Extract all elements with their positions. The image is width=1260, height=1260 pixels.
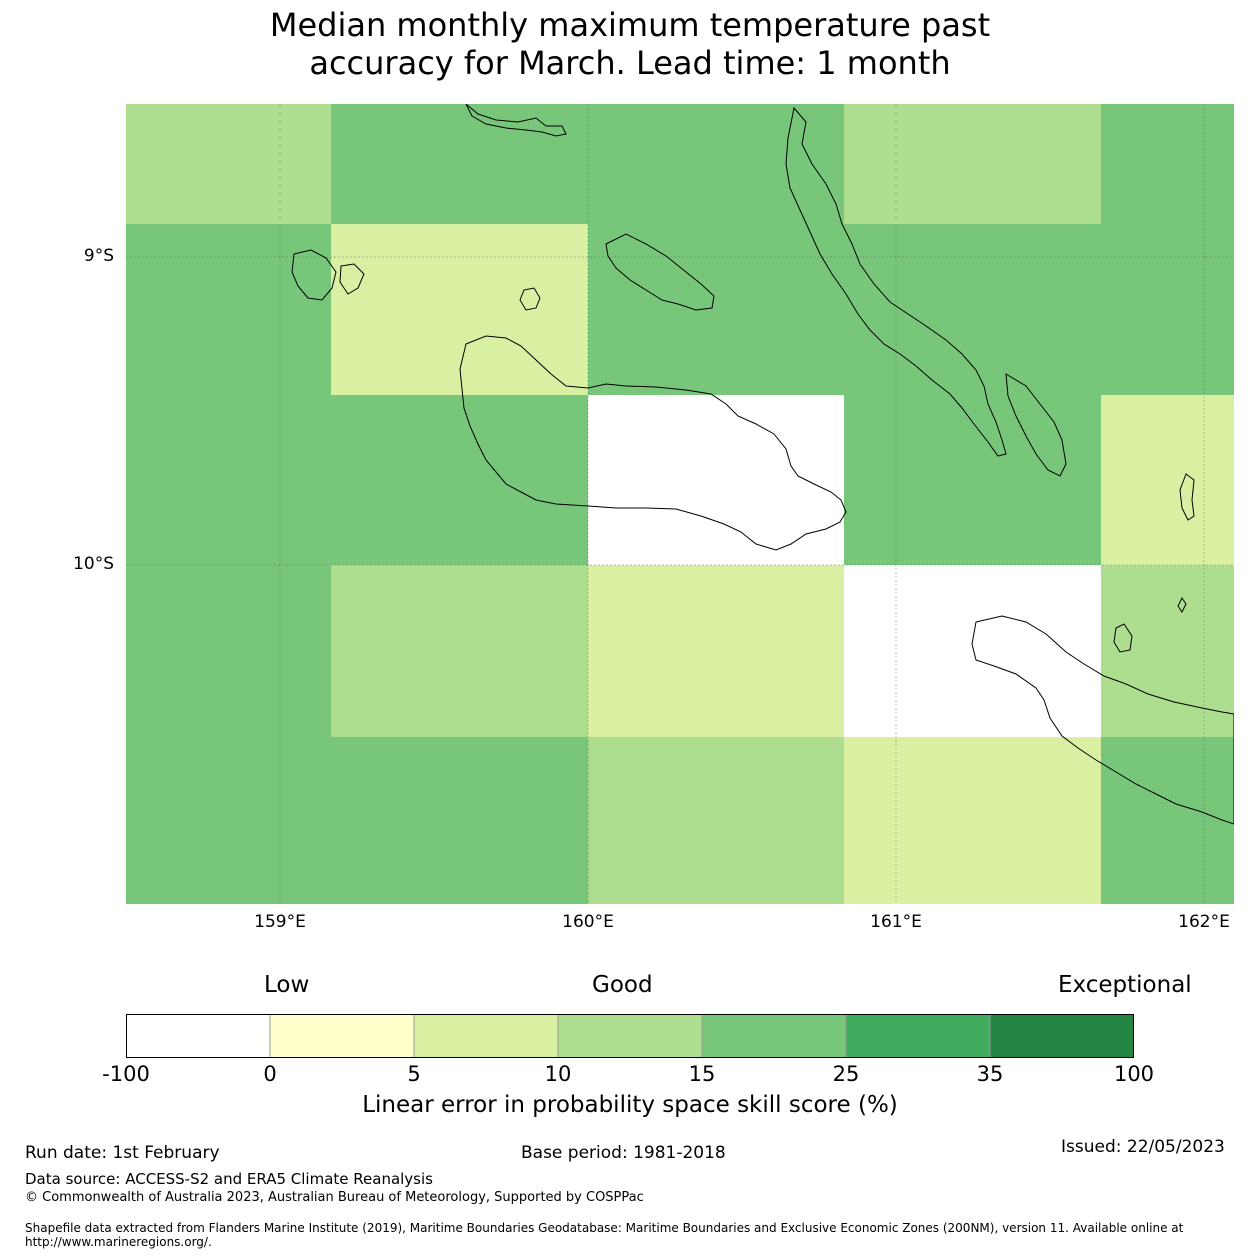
cell [126, 104, 331, 224]
cell [844, 737, 1101, 904]
lat-label-10s: 10°S [73, 554, 114, 574]
colorbar-tick: -100 [102, 1062, 150, 1086]
colorbar [126, 1014, 1134, 1058]
shapefile-credit: Shapefile data extracted from Flanders M… [25, 1221, 1184, 1249]
coastlines [291, 104, 1234, 825]
island-savo [519, 287, 541, 311]
cell [331, 737, 588, 904]
cell [588, 565, 844, 737]
issued-date: Issued: 22/05/2023 [1061, 1137, 1225, 1157]
graticule [126, 104, 1234, 904]
cell [1101, 104, 1234, 224]
island-florida [605, 233, 715, 311]
cell [126, 737, 331, 904]
lon-label-159e: 159°E [254, 912, 306, 932]
title-line-1: Median monthly maximum temperature past [269, 6, 991, 44]
cell [1101, 395, 1234, 565]
colorbar-tick: 0 [263, 1062, 277, 1086]
cell [331, 224, 588, 395]
colorbar-swatch-6 [989, 1014, 1134, 1058]
cell [1101, 565, 1234, 737]
colorbar-swatch-3 [557, 1014, 703, 1058]
lon-label-161e: 161°E [870, 912, 922, 932]
cell [844, 565, 1101, 737]
island-small-a [1113, 623, 1133, 653]
data-source: Data source: ACCESS-S2 and ERA5 Climate … [25, 1170, 433, 1188]
lon-label-160e: 160°E [562, 912, 614, 932]
title-line-2: accuracy for March. Lead time: 1 month [309, 44, 951, 82]
island-malaita-south [1005, 373, 1067, 477]
colorbar-title: Linear error in probability space skill … [362, 1092, 898, 1118]
cell [844, 395, 1101, 565]
cell [331, 395, 588, 565]
colorbar-swatch-4 [701, 1014, 847, 1058]
cell [126, 224, 331, 395]
island-guadalcanal [459, 335, 847, 551]
cell [331, 565, 588, 737]
colorbar-tick: 25 [832, 1062, 860, 1086]
colorbar-tick: 100 [1113, 1062, 1155, 1086]
lat-label-9s: 9°S [83, 246, 114, 266]
island-small-b [1177, 597, 1187, 613]
cell [1101, 224, 1234, 395]
island-russell [291, 249, 337, 301]
cell [126, 565, 331, 737]
base-period: Base period: 1981-2018 [521, 1143, 726, 1163]
colorbar-category-low: Low [264, 972, 310, 998]
skill-grid-svg [126, 104, 1234, 904]
cell [844, 104, 1101, 224]
colorbar-tick: 15 [688, 1062, 716, 1086]
cell [331, 104, 588, 224]
run-date: Run date: 1st February [25, 1143, 220, 1163]
map-title: Median monthly maximum temperature past … [0, 6, 1260, 82]
colorbar-tick: 5 [407, 1062, 421, 1086]
colorbar-swatch-1 [269, 1014, 415, 1058]
island-russell-2 [339, 263, 365, 295]
cell [588, 737, 844, 904]
cell [588, 104, 844, 224]
island-isabel [465, 104, 567, 137]
cell [126, 395, 331, 565]
lon-label-162e: 162°E [1178, 912, 1230, 932]
colorbar-tick: 10 [544, 1062, 572, 1086]
island-makira [971, 615, 1234, 825]
colorbar-swatch-5 [845, 1014, 991, 1058]
colorbar-category-exceptional: Exceptional [1058, 972, 1192, 998]
cell [1101, 737, 1234, 904]
cell [588, 224, 844, 395]
cell [844, 224, 1101, 395]
colorbar-tick: 35 [976, 1062, 1004, 1086]
skill-map [126, 104, 1234, 904]
island-ulawa [1179, 473, 1195, 521]
colorbar-swatch-2 [413, 1014, 559, 1058]
colorbar-category-good: Good [592, 972, 653, 998]
island-malaita [785, 106, 1007, 457]
colorbar-swatch-0 [126, 1014, 271, 1058]
copyright: © Commonwealth of Australia 2023, Austra… [25, 1190, 644, 1205]
